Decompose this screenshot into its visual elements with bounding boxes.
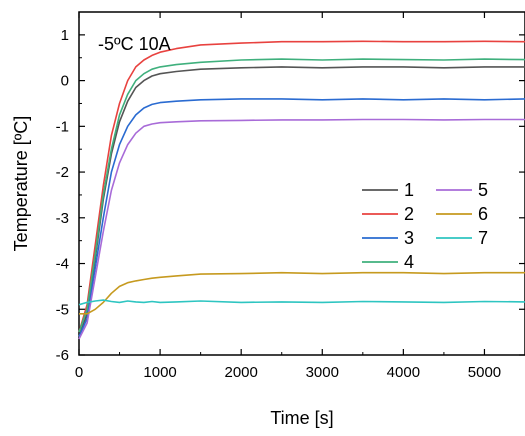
legend-label-1: 1 <box>404 180 414 200</box>
y-tick-label: -5 <box>56 301 69 318</box>
series-line-3 <box>78 98 525 338</box>
x-tick-label: 5000 <box>468 364 501 381</box>
y-axis-ticks: 1 0 -1 -2 -3 -4 -5 -6 <box>56 11 525 364</box>
series-line-5 <box>78 118 525 340</box>
plot-frame <box>78 11 525 356</box>
series-line-1 <box>78 66 525 337</box>
legend-label-5: 5 <box>478 180 488 200</box>
legend-label-6: 6 <box>478 204 488 224</box>
y-tick-label: 0 <box>61 73 69 90</box>
legend: 1 5 2 6 3 7 4 <box>362 180 488 272</box>
y-tick-label: -3 <box>56 210 69 227</box>
legend-label-7: 7 <box>478 228 488 248</box>
x-tick-label: 3000 <box>306 364 339 381</box>
y-tick-label: -4 <box>56 256 69 273</box>
x-axis-ticks: 0 1000 2000 3000 4000 5000 <box>75 12 501 381</box>
series-line-2 <box>78 40 525 333</box>
legend-label-2: 2 <box>404 204 414 224</box>
y-tick-label: -6 <box>56 347 69 364</box>
series-line-7 <box>78 299 525 306</box>
chart-annotation: -5ºC 10A <box>98 34 171 54</box>
x-tick-label: 0 <box>75 364 83 381</box>
x-axis-title: Time [s] <box>270 408 333 428</box>
legend-label-4: 4 <box>404 252 414 272</box>
x-tick-label: 4000 <box>387 364 420 381</box>
x-tick-label: 2000 <box>224 364 257 381</box>
y-tick-label: 1 <box>61 27 69 44</box>
y-tick-label: -1 <box>56 118 69 135</box>
series-line-6 <box>79 271 525 315</box>
series-line-4 <box>78 58 525 333</box>
y-axis-title: Temperature [ºC] <box>11 116 31 252</box>
series-lines <box>78 40 525 340</box>
x-tick-label: 1000 <box>143 364 176 381</box>
y-tick-label: -2 <box>56 164 69 181</box>
legend-label-3: 3 <box>404 228 414 248</box>
